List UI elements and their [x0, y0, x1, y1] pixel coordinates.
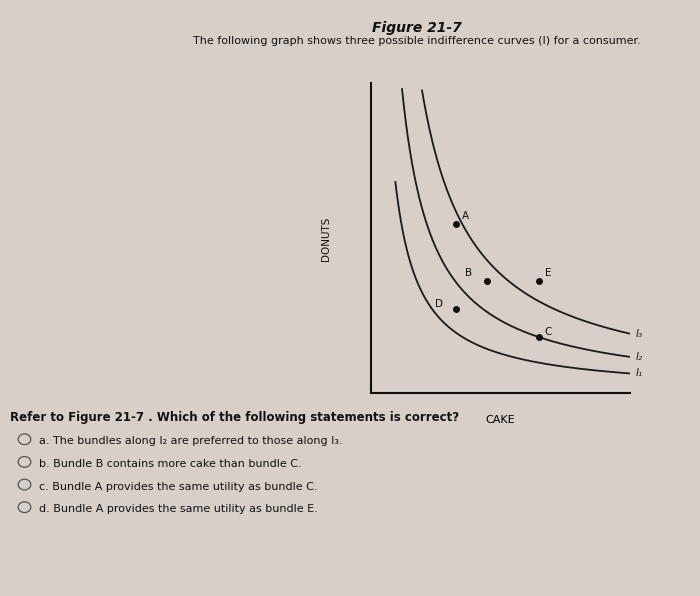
Text: I₂: I₂ [636, 352, 643, 362]
Text: Refer to Figure 21-7 . Which of the following statements is correct?: Refer to Figure 21-7 . Which of the foll… [10, 411, 460, 424]
Text: A: A [463, 212, 470, 222]
Text: a. The bundles along I₂ are preferred to those along I₃.: a. The bundles along I₂ are preferred to… [39, 436, 343, 446]
Text: I₃: I₃ [636, 329, 643, 339]
Text: D: D [435, 299, 443, 309]
Text: I₁: I₁ [636, 368, 643, 378]
Text: c. Bundle A provides the same utility as bundle C.: c. Bundle A provides the same utility as… [39, 482, 318, 492]
Text: E: E [545, 268, 551, 278]
Text: d. Bundle A provides the same utility as bundle E.: d. Bundle A provides the same utility as… [39, 504, 318, 514]
Text: DONUTS: DONUTS [321, 216, 330, 260]
Text: b. Bundle B contains more cake than bundle C.: b. Bundle B contains more cake than bund… [39, 459, 302, 469]
Text: CAKE: CAKE [486, 415, 515, 425]
Text: C: C [545, 327, 552, 337]
Text: The following graph shows three possible indifference curves (I) for a consumer.: The following graph shows three possible… [193, 36, 640, 46]
Text: Figure 21-7: Figure 21-7 [372, 21, 461, 35]
Text: B: B [466, 268, 472, 278]
